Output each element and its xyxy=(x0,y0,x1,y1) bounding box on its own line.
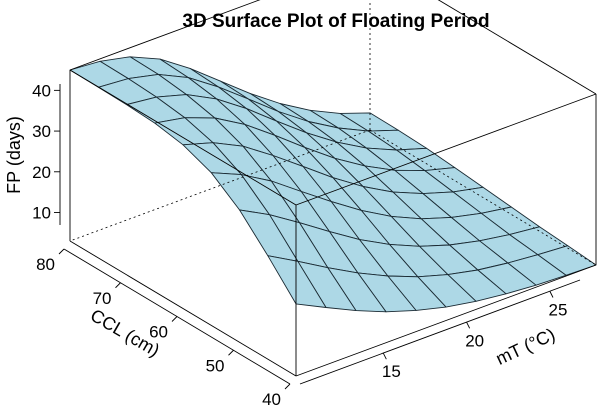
y-tick xyxy=(58,248,65,255)
x-tick xyxy=(466,322,471,329)
x-tick xyxy=(549,291,554,298)
y-tick xyxy=(228,349,234,356)
box-hidden-edge xyxy=(369,129,597,266)
surface-facet xyxy=(267,255,327,308)
z-tick-label: 40 xyxy=(32,81,51,100)
z-axis-title: FP (days) xyxy=(4,116,24,194)
y-tick-label: 60 xyxy=(149,323,168,342)
box-edge xyxy=(295,264,597,377)
box-edge xyxy=(69,69,297,206)
z-tick-label: 20 xyxy=(32,163,51,182)
box-edge xyxy=(437,0,597,95)
y-tick-label: 40 xyxy=(262,390,281,409)
box-edge xyxy=(69,240,297,377)
axes: 10 20 30 40 40 50 60 70 80 15 20 25 xyxy=(32,81,581,409)
x-axis-line xyxy=(299,279,581,385)
box-edge xyxy=(69,0,261,71)
surface xyxy=(69,56,597,313)
y-tick-label: 80 xyxy=(36,255,55,274)
y-tick xyxy=(115,282,121,289)
z-tick-label: 10 xyxy=(32,204,51,223)
x-axis-title: mT (°C) xyxy=(493,324,558,369)
y-tick xyxy=(284,383,291,390)
x-tick xyxy=(382,352,387,360)
bounding-box xyxy=(69,0,597,377)
x-tick-label: 25 xyxy=(549,301,568,320)
z-tick-label: 30 xyxy=(32,122,51,141)
y-tick xyxy=(171,316,178,322)
box-hidden-edge xyxy=(69,129,371,242)
x-tick-label: 20 xyxy=(465,331,484,350)
x-tick-label: 15 xyxy=(382,362,401,381)
y-tick-label: 70 xyxy=(93,289,112,308)
chart-title: 3D Surface Plot of Floating Period xyxy=(182,11,489,32)
box-edge xyxy=(295,93,597,206)
y-tick-label: 50 xyxy=(206,356,225,375)
